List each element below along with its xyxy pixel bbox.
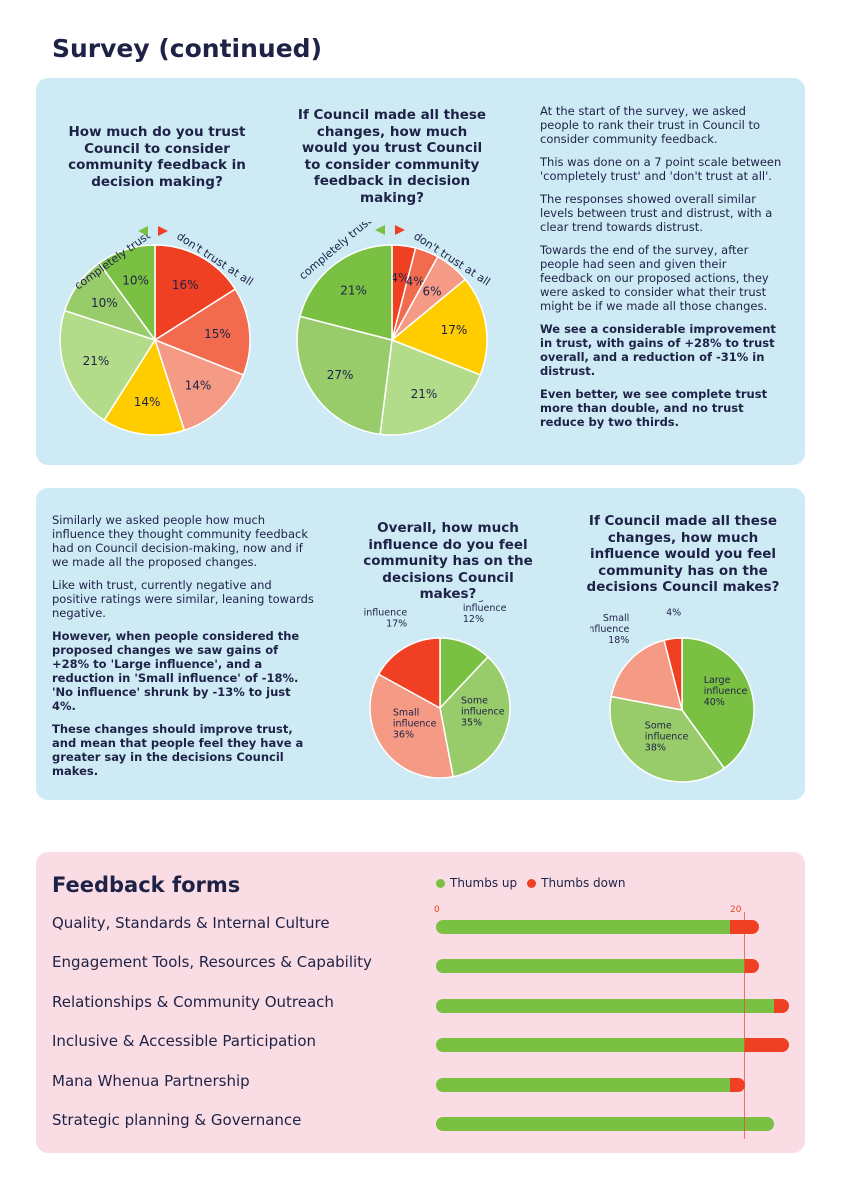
trust-paragraph: At the start of the survey, we asked peo…: [540, 104, 761, 146]
thumbs-down-segment: [744, 1038, 789, 1053]
pie-slice: [296, 315, 393, 436]
pie-slice: [609, 695, 726, 783]
trust-highlight: We see a considerable improvement in tru…: [540, 322, 776, 378]
slice-label: 14%: [185, 379, 212, 393]
trust-question-future: If Council made all these changes, how m…: [297, 107, 487, 206]
legend-thumbs-up: Thumbs up: [436, 876, 517, 890]
pie-slice: [379, 338, 482, 436]
slice-label: 21%: [340, 284, 367, 298]
trust-pie-future: 4%4%6%17%21%27%21% completely trust don'…: [296, 222, 492, 436]
pie-slice: [369, 673, 454, 779]
slice-label: Some influence 35%: [461, 696, 505, 729]
trust-paragraph: Towards the end of the survey, after peo…: [540, 243, 769, 313]
pie-slice: [663, 637, 683, 711]
feedback-bar: [436, 1117, 775, 1131]
influence-question-future: If Council made all these changes, how m…: [586, 513, 780, 595]
legend-label: Thumbs down: [541, 876, 626, 890]
slice-label: 4%: [390, 271, 409, 285]
thumbs-up-segment: [436, 959, 745, 974]
feedback-title: Feedback forms: [52, 873, 241, 897]
pie-slice: [103, 338, 186, 436]
slice-label: Small influence 36%: [393, 708, 437, 741]
thumbs-down-segment: [774, 998, 789, 1013]
feedback-bar: [436, 920, 760, 934]
thumbs-up-segment: [436, 1038, 745, 1053]
slice-label: Largeinfluence12%: [463, 600, 507, 625]
feedback-bar: [436, 1077, 745, 1092]
slice-label: Small influence 18%: [590, 613, 629, 646]
influence-paragraph: Like with trust, currently negative and …: [52, 578, 314, 620]
slice-label: 27%: [327, 368, 354, 382]
pie-slice: [154, 244, 237, 342]
legend-thumbs-down: Thumbs down: [527, 876, 625, 890]
slice-label: 6%: [422, 285, 441, 299]
feedback-bar: [436, 1038, 789, 1053]
feedback-category-label: Relationships & Community Outreach: [52, 992, 334, 1011]
feedback-category-label: Engagement Tools, Resources & Capability: [52, 953, 372, 972]
feedback-category-label: Mana Whenua Partnership: [52, 1071, 250, 1090]
slice-label: 10%: [91, 296, 118, 310]
arrow-left-icon: [375, 225, 385, 235]
trust-paragraph: The responses showed overall similar lev…: [540, 192, 773, 234]
green-dot-icon: [436, 878, 445, 888]
slice-label: 17%: [441, 323, 468, 337]
pie-slice: [59, 309, 157, 422]
influence-highlight: These changes should improve trust, and …: [52, 722, 304, 778]
pie-slice: [681, 637, 755, 770]
feedback-legend: Thumbs up Thumbs down: [436, 876, 625, 890]
tick-label-0: 0: [434, 905, 440, 915]
pie-slice: [299, 244, 393, 341]
pie-slice: [610, 639, 684, 711]
arrow-left-icon: [138, 226, 148, 236]
feedback-bar: [436, 998, 789, 1013]
influence-pie-future: Large influence 40% Some influence 38% Small in…: [590, 605, 755, 783]
influence-paragraph: Similarly we asked people how much influ…: [52, 513, 308, 569]
thumbs-up-segment: [436, 998, 775, 1013]
pie-slice: [98, 244, 156, 343]
slice-label: 15%: [204, 327, 231, 341]
trust-paragraph: This was done on a 7 point scale between…: [540, 155, 782, 183]
feedback-category-label: Strategic planning & Governance: [52, 1111, 302, 1129]
arrow-right-icon: [395, 225, 405, 235]
pie-slice: [153, 288, 251, 376]
trust-pie-current: 16%15%14%14%21%10%10% completely trust d…: [59, 226, 255, 436]
slice-label: Large influence 40%: [704, 675, 748, 708]
pie-slice: [390, 278, 488, 376]
slice-label: 4%: [406, 275, 425, 289]
slice-label: 21%: [83, 354, 110, 368]
slice-label: 16%: [172, 278, 199, 292]
red-dot-icon: [527, 878, 537, 888]
reference-line: [744, 912, 745, 1139]
tick-label-20: 20: [730, 905, 742, 915]
arrow-right-icon: [158, 226, 168, 236]
thumbs-up-segment: [436, 1117, 775, 1131]
thumbs-up-segment: [436, 1077, 730, 1092]
trust-question-current: How much do you trust Council to conside…: [68, 124, 246, 190]
influence-description: Similarly we asked people how much influ…: [52, 513, 314, 787]
influence-highlight: However, when people considered the prop…: [52, 629, 300, 713]
feedback-bar: [436, 959, 760, 974]
feedback-category-label: Inclusive & Accessible Participation: [52, 1032, 317, 1051]
thumbs-down-segment: [730, 1077, 745, 1092]
pie-slice: [439, 655, 511, 778]
slice-label: 10%: [122, 273, 149, 287]
thumbs-down-segment: [744, 959, 760, 974]
trust-highlight: Even better, we see complete trust more …: [540, 387, 768, 429]
slice-label: 14%: [134, 395, 161, 409]
trust-description: At the start of the survey, we asked peo…: [540, 104, 782, 438]
feedback-category-label: Quality, Standards & Internal Culture: [52, 914, 330, 932]
slice-label: 21%: [411, 387, 438, 401]
thumbs-up-segment: [436, 920, 730, 934]
legend-label: Thumbs up: [450, 876, 518, 890]
page-title: Survey (continued): [52, 34, 322, 63]
influence-question-current: Overall, how much influence do you feel …: [363, 520, 533, 602]
pie-slice: [377, 637, 441, 710]
slice-label: Some influence 38%: [645, 720, 689, 753]
